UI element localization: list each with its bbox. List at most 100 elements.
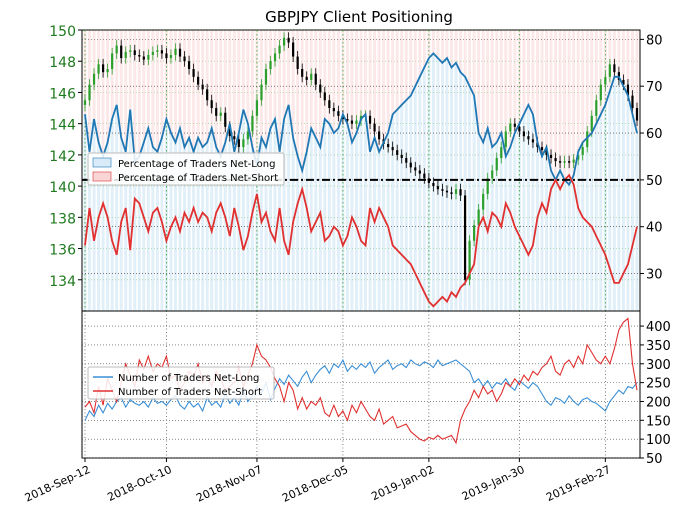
net-long-fill-bar	[205, 142, 209, 311]
net-long-fill-bar	[223, 142, 227, 311]
net-long-fill-bar	[318, 147, 322, 311]
net-short-fill-bar	[142, 30, 146, 143]
net-long-fill-bar	[377, 151, 381, 311]
price-candle-body	[590, 115, 593, 132]
net-short-fill-bar	[305, 30, 309, 152]
net-short-fill-bar	[223, 30, 227, 143]
net-long-fill-bar	[115, 104, 119, 311]
net-long-fill-bar	[409, 95, 413, 311]
legend-swatch	[92, 171, 112, 182]
bottom-legend: Number of Traders Net-Long Number of Trad…	[87, 366, 275, 400]
price-candle-body	[215, 108, 218, 116]
net-short-fill-bar	[183, 30, 187, 148]
count-tick-label: 200	[646, 395, 671, 410]
net-short-fill-bar	[359, 30, 363, 119]
net-short-fill-bar	[508, 30, 512, 148]
top-legend: Percentage of Traders Net-Long Percentage…	[87, 152, 285, 186]
chart-title: GBPJPY Client Positioning	[265, 8, 453, 26]
price-candle-body	[608, 64, 611, 77]
net-short-fill-bar	[192, 30, 196, 152]
net-long-fill-bar	[513, 133, 517, 311]
percent-tick-label: 60	[646, 127, 663, 142]
net-long-fill-bar	[187, 137, 191, 311]
net-short-fill-bar	[612, 30, 616, 77]
price-tick-label: 142	[49, 149, 76, 165]
price-candle-body	[187, 61, 191, 70]
net-short-fill-bar	[133, 30, 137, 162]
price-candle-body	[473, 225, 476, 241]
net-long-fill-bar	[395, 109, 399, 311]
price-candle-body	[323, 92, 326, 101]
price-candle-body	[423, 173, 426, 179]
net-short-fill-bar	[250, 30, 254, 148]
price-candle-body	[432, 182, 435, 187]
net-short-fill-bar	[282, 30, 286, 119]
price-candle-body	[509, 123, 512, 132]
price-tick-label: 144	[49, 118, 76, 134]
net-long-fill-bar	[540, 156, 544, 311]
price-candle-body	[581, 147, 584, 155]
price-candle-body	[558, 161, 562, 163]
net-long-fill-bar	[572, 175, 576, 311]
net-short-fill-bar	[617, 30, 621, 77]
net-long-fill-bar	[603, 104, 607, 311]
net-long-fill-bar	[300, 170, 304, 311]
price-candle-body	[599, 84, 602, 101]
price-candle-body	[518, 126, 521, 132]
price-candle-body	[310, 73, 313, 80]
net-short-fill-bar	[119, 30, 123, 138]
price-candle-body	[626, 84, 630, 96]
net-short-fill-bar	[626, 30, 630, 96]
price-candle-body	[251, 115, 254, 132]
net-short-fill-bar	[128, 30, 132, 110]
net-long-fill-bar	[504, 156, 508, 311]
net-short-fill-bar	[391, 30, 395, 115]
net-long-fill-bar	[621, 86, 625, 311]
net-short-fill-bar	[232, 30, 236, 152]
price-candle-body	[273, 53, 277, 62]
price-candle-body	[228, 126, 231, 137]
net-short-fill-bar	[395, 30, 399, 110]
net-long-fill-bar	[137, 156, 141, 311]
net-short-fill-bar	[323, 30, 327, 119]
net-long-fill-bar	[183, 147, 187, 311]
net-short-fill-bar	[563, 30, 567, 180]
price-candle-body	[296, 56, 299, 70]
net-long-percentage-line	[84, 52, 638, 187]
price-candle-body	[635, 108, 639, 121]
price-candle-body	[572, 159, 575, 163]
net-short-fill-bar	[454, 30, 458, 63]
net-long-fill-bar	[124, 151, 128, 311]
net-long-fill-bar	[472, 95, 476, 311]
net-long-fill-bar	[178, 128, 182, 311]
net-short-fill-bar	[490, 30, 494, 148]
price-candle-body	[454, 189, 458, 194]
legend-label: Number of Traders Net-Long	[118, 373, 259, 384]
price-candle-body	[264, 69, 268, 85]
price-candle-body	[568, 161, 571, 163]
net-short-fill-bar	[404, 30, 408, 101]
net-short-fill-bar	[409, 30, 413, 96]
price-candle-body	[111, 53, 114, 70]
net-short-fill-bar	[599, 30, 603, 115]
price-candle-body	[477, 209, 480, 226]
net-long-fill-bar	[146, 128, 150, 311]
net-short-fill-bar	[368, 30, 372, 152]
net-long-fill-bar	[576, 151, 580, 311]
price-candle-body	[368, 115, 372, 124]
price-candle-body	[233, 136, 236, 140]
date-tick-label: 2019-Jan-02	[369, 463, 436, 503]
net-short-fill-bar	[590, 30, 594, 134]
net-short-fill-bar	[499, 30, 503, 134]
price-candle-body	[206, 89, 209, 101]
net-short-fill-bar	[106, 30, 110, 143]
percent-tick-label: 30	[646, 268, 663, 283]
net-long-fill-bar	[273, 118, 277, 311]
net-short-fill-bar	[413, 30, 417, 87]
net-short-fill-bar	[422, 30, 426, 68]
price-candle-body	[129, 50, 132, 52]
date-tick-label: 2018-Sep-12	[23, 463, 93, 505]
net-long-fill-bar	[499, 133, 503, 311]
net-long-fill-bar	[635, 133, 639, 311]
net-short-fill-bar	[115, 30, 119, 105]
